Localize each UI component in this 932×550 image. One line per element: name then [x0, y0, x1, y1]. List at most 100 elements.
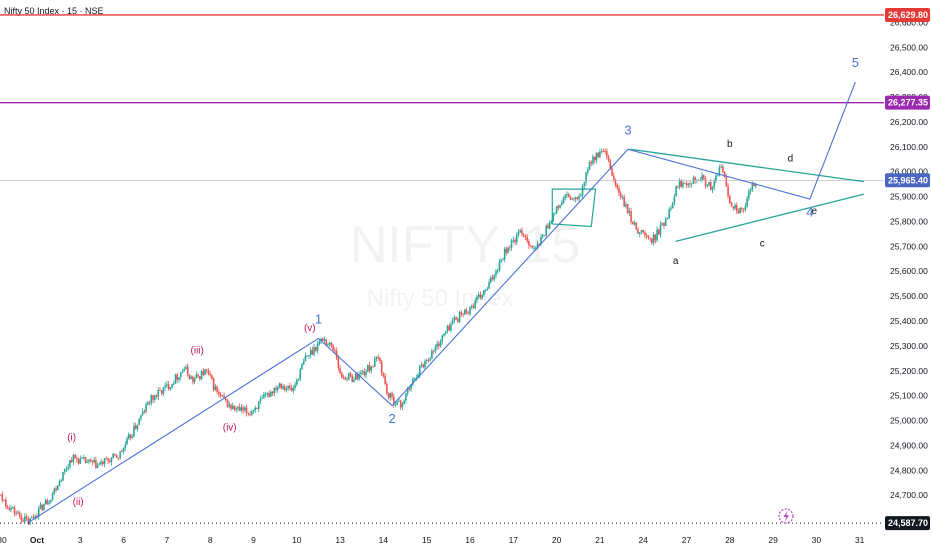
candle	[573, 198, 575, 200]
candle	[370, 366, 373, 371]
candle	[353, 379, 355, 383]
candle	[141, 411, 144, 416]
y-tick-label: 25,700.00	[890, 241, 928, 251]
x-tick-label: 27	[682, 535, 692, 545]
candle	[96, 464, 99, 469]
x-tick-label: 8	[208, 535, 213, 545]
candle	[567, 193, 570, 197]
candle	[127, 434, 130, 439]
candle	[493, 275, 496, 280]
candle	[133, 425, 135, 437]
candle	[543, 234, 546, 236]
candle	[734, 205, 736, 209]
candle	[377, 357, 380, 358]
candle	[521, 230, 523, 235]
candle	[668, 209, 670, 218]
candle	[489, 277, 492, 283]
candle	[320, 338, 322, 342]
watermark-symbol: NIFTY, 15	[350, 216, 580, 274]
y-tick-label: 26,500.00	[890, 42, 928, 52]
candle	[606, 151, 608, 157]
candle	[406, 387, 409, 394]
candle	[398, 400, 400, 402]
candle	[245, 407, 248, 414]
candle	[46, 500, 49, 504]
x-tick-label: 9	[251, 535, 256, 545]
candle	[264, 394, 267, 395]
candle	[44, 500, 47, 505]
candle	[308, 355, 310, 356]
candle	[486, 288, 489, 290]
wave-label: 2	[388, 411, 395, 426]
candle	[749, 190, 752, 192]
candle	[32, 517, 35, 518]
candle	[95, 459, 97, 469]
candle	[361, 371, 364, 373]
candle	[651, 238, 653, 244]
flag-pattern	[551, 188, 597, 228]
candle	[238, 406, 241, 411]
price-badge-label: 24,587.70	[888, 518, 928, 528]
candle	[408, 387, 411, 390]
candle	[247, 413, 250, 415]
candle	[347, 373, 350, 380]
x-tick-label: 10	[292, 535, 302, 545]
y-tick-label: 25,200.00	[890, 366, 928, 376]
candle	[690, 183, 693, 185]
y-tick-label: 25,100.00	[890, 391, 928, 401]
candle	[143, 411, 146, 413]
candle	[100, 461, 102, 464]
candle	[604, 151, 606, 153]
y-tick-label: 24,900.00	[890, 440, 928, 450]
candle	[562, 197, 565, 203]
candle	[367, 365, 369, 372]
candle	[226, 400, 229, 407]
candle	[720, 166, 722, 168]
candle	[162, 387, 165, 394]
x-tick-label: 6	[121, 535, 126, 545]
candle	[448, 325, 451, 331]
candle	[114, 453, 116, 455]
candle	[91, 460, 94, 463]
lightning-alert-icon[interactable]	[778, 508, 794, 524]
candle	[616, 184, 619, 189]
wave-path	[28, 81, 856, 523]
candle	[612, 175, 615, 180]
candle	[533, 247, 535, 249]
triangle-trendline	[675, 193, 865, 242]
candle	[200, 371, 203, 380]
candle	[36, 515, 38, 517]
wave-label: (ii)	[73, 497, 84, 508]
candle	[51, 493, 54, 500]
candle	[233, 405, 236, 410]
candle	[223, 395, 225, 399]
candle	[70, 460, 73, 462]
candle	[140, 415, 142, 419]
candle	[6, 506, 9, 509]
candle	[237, 406, 239, 409]
candle	[685, 183, 688, 186]
candle	[136, 424, 139, 430]
price-badge-label: 26,629.80	[888, 10, 928, 20]
candle	[581, 185, 584, 196]
candle	[34, 515, 37, 518]
candle	[484, 289, 487, 291]
candle	[212, 378, 215, 390]
candle	[689, 183, 691, 185]
candle	[134, 425, 137, 430]
candle	[354, 373, 357, 380]
candle	[351, 375, 354, 383]
price-axis-bg	[884, 0, 932, 550]
candle	[373, 359, 376, 367]
candle	[160, 390, 163, 394]
candle	[358, 374, 360, 380]
candle	[502, 259, 504, 261]
candle	[204, 369, 206, 376]
candle	[296, 379, 298, 385]
candle	[173, 383, 175, 385]
candle	[107, 458, 109, 462]
candle	[554, 212, 556, 214]
candle	[514, 239, 516, 243]
candle	[418, 365, 421, 375]
